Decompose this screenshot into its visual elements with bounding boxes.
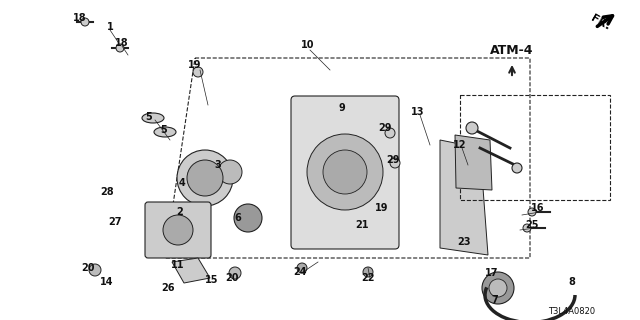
Text: 14: 14 — [100, 277, 114, 287]
Circle shape — [234, 204, 262, 232]
Circle shape — [363, 267, 373, 277]
Text: 25: 25 — [525, 220, 539, 230]
Text: 23: 23 — [457, 237, 471, 247]
Text: 5: 5 — [146, 112, 152, 122]
Text: 2: 2 — [177, 207, 184, 217]
Circle shape — [307, 134, 383, 210]
Text: 13: 13 — [412, 107, 425, 117]
Circle shape — [218, 160, 242, 184]
Circle shape — [81, 18, 89, 26]
Circle shape — [89, 264, 101, 276]
Text: 6: 6 — [235, 213, 241, 223]
Circle shape — [489, 279, 507, 297]
Text: 10: 10 — [301, 40, 315, 50]
Text: 5: 5 — [161, 125, 168, 135]
Circle shape — [523, 224, 531, 232]
Text: 22: 22 — [361, 273, 375, 283]
Text: 7: 7 — [492, 295, 499, 305]
FancyBboxPatch shape — [145, 202, 211, 258]
Circle shape — [163, 215, 193, 245]
Circle shape — [229, 267, 241, 279]
Bar — [460, 95, 610, 200]
Text: 19: 19 — [188, 60, 202, 70]
Text: 27: 27 — [108, 217, 122, 227]
Text: 4: 4 — [179, 178, 186, 188]
Circle shape — [482, 272, 514, 304]
Text: 20: 20 — [225, 273, 239, 283]
Text: 9: 9 — [339, 103, 346, 113]
Circle shape — [177, 150, 233, 206]
Text: 24: 24 — [293, 267, 307, 277]
Polygon shape — [440, 140, 488, 255]
Circle shape — [116, 44, 124, 52]
Text: 15: 15 — [205, 275, 219, 285]
Text: 17: 17 — [485, 268, 499, 278]
Text: 21: 21 — [355, 220, 369, 230]
Text: 20: 20 — [81, 263, 95, 273]
Text: 3: 3 — [214, 160, 221, 170]
Circle shape — [390, 158, 400, 168]
Circle shape — [512, 163, 522, 173]
Circle shape — [323, 150, 367, 194]
Text: 8: 8 — [568, 277, 575, 287]
FancyBboxPatch shape — [291, 96, 399, 249]
Text: 11: 11 — [172, 260, 185, 270]
Text: 19: 19 — [375, 203, 388, 213]
Ellipse shape — [154, 127, 176, 137]
Circle shape — [193, 67, 203, 77]
Circle shape — [297, 263, 307, 273]
Circle shape — [528, 208, 536, 216]
Text: T3L4A0820: T3L4A0820 — [548, 308, 596, 316]
Text: 29: 29 — [378, 123, 392, 133]
Circle shape — [187, 160, 223, 196]
Text: 26: 26 — [161, 283, 175, 293]
Text: 18: 18 — [115, 38, 129, 48]
Text: 29: 29 — [387, 155, 400, 165]
Text: 18: 18 — [73, 13, 87, 23]
Ellipse shape — [142, 113, 164, 123]
Circle shape — [385, 128, 395, 138]
Text: 16: 16 — [531, 203, 545, 213]
Text: 1: 1 — [107, 22, 113, 32]
Text: ATM-4: ATM-4 — [490, 44, 534, 57]
Circle shape — [466, 122, 478, 134]
Text: 28: 28 — [100, 187, 114, 197]
Polygon shape — [172, 258, 210, 283]
Polygon shape — [455, 135, 492, 190]
Text: 12: 12 — [453, 140, 467, 150]
Text: FR.: FR. — [589, 13, 611, 32]
